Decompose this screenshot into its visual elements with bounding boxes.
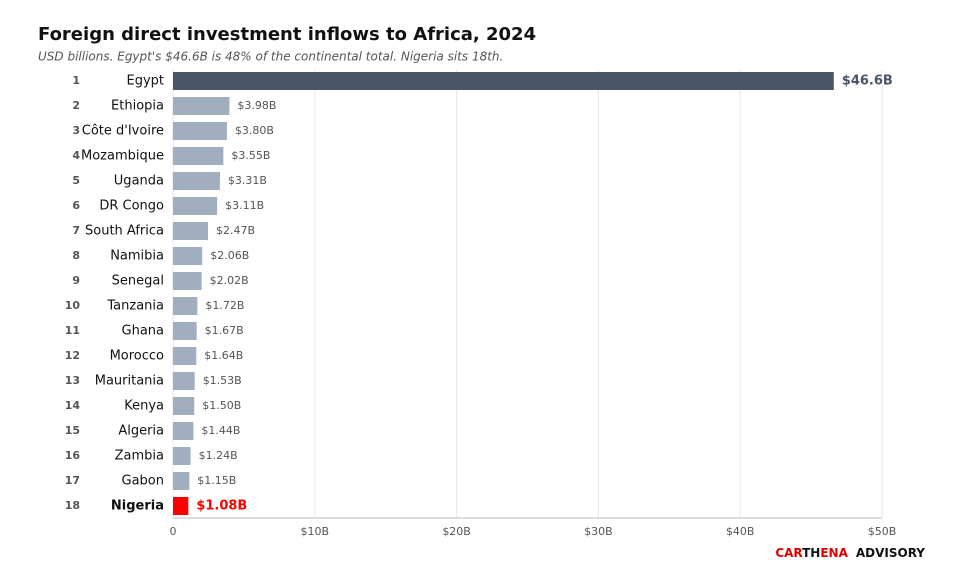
rank-label: 15 (65, 424, 80, 437)
category-label: Zambia (115, 449, 164, 464)
rank-label: 4 (72, 149, 80, 162)
rank-label: 7 (72, 224, 80, 237)
x-tick-label: $30B (584, 525, 613, 538)
chart-title: Foreign direct investment inflows to Afr… (38, 24, 536, 45)
bar (173, 372, 195, 390)
category-label: Algeria (118, 424, 164, 439)
brand-part: ADVISORY (856, 546, 925, 560)
category-label: Egypt (126, 74, 164, 89)
bar (173, 297, 198, 315)
category-label: Senegal (112, 274, 164, 289)
rank-label: 5 (72, 174, 80, 187)
brand-part: CAR (775, 546, 802, 560)
bar (173, 247, 203, 265)
value-label: $1.44B (201, 424, 240, 437)
category-label: Namibia (110, 249, 164, 264)
category-label: Mozambique (81, 149, 164, 164)
category-label: Côte d'Ivoire (82, 124, 164, 139)
brand: CARTHENA ADVISORY (775, 546, 925, 560)
value-label: $2.47B (216, 224, 255, 237)
bar (173, 447, 191, 465)
rank-label: 13 (65, 374, 80, 387)
value-label: $3.80B (235, 124, 274, 137)
value-label: $1.67B (205, 324, 244, 337)
value-label: $1.72B (205, 299, 244, 312)
x-tick-label: $50B (868, 525, 897, 538)
chart-subtitle: USD billions. Egypt's $46.6B is 48% of t… (38, 50, 503, 64)
category-label: Nigeria (111, 499, 164, 514)
category-label: Uganda (114, 174, 164, 189)
category-label: Ethiopia (111, 99, 164, 114)
x-tick-label: $10B (301, 525, 330, 538)
rank-label: 16 (65, 449, 81, 462)
bar (173, 97, 230, 115)
bar (173, 172, 220, 190)
x-tick-label: $20B (442, 525, 471, 538)
x-tick-label: 0 (170, 525, 177, 538)
value-label: $2.02B (210, 274, 249, 287)
value-label: $3.11B (225, 199, 264, 212)
rank-label: 6 (72, 199, 80, 212)
rank-label: 14 (65, 399, 81, 412)
brand-part: ENA (820, 546, 848, 560)
bar (173, 472, 190, 490)
rank-label: 11 (65, 324, 80, 337)
value-label: $1.08B (196, 499, 247, 514)
value-label: $1.24B (199, 449, 238, 462)
bar (173, 122, 227, 140)
bar (173, 322, 197, 340)
bar (173, 272, 202, 290)
category-label: DR Congo (99, 199, 164, 214)
value-label: $1.15B (197, 474, 236, 487)
bar (173, 197, 218, 215)
category-label: Gabon (122, 474, 165, 489)
bar (173, 222, 209, 240)
rank-label: 2 (72, 99, 80, 112)
value-label: $2.06B (210, 249, 249, 262)
rank-label: 17 (65, 474, 80, 487)
rank-label: 12 (65, 349, 80, 362)
x-tick-label: $40B (726, 525, 755, 538)
category-label: South Africa (85, 224, 164, 239)
bar (173, 397, 195, 415)
value-label: $1.53B (203, 374, 242, 387)
bar (173, 347, 197, 365)
value-label: $3.98B (237, 99, 276, 112)
rank-label: 1 (72, 74, 80, 87)
value-label: $3.31B (228, 174, 267, 187)
value-label: $46.6B (842, 74, 893, 89)
category-label: Tanzania (106, 299, 164, 314)
brand-part: TH (802, 546, 820, 560)
category-label: Ghana (122, 324, 165, 339)
category-label: Mauritania (95, 374, 164, 389)
bar (173, 422, 194, 440)
bar (173, 72, 834, 90)
category-label: Kenya (124, 399, 164, 414)
rank-label: 8 (72, 249, 80, 262)
rank-label: 9 (72, 274, 80, 287)
rank-label: 3 (72, 124, 80, 137)
rank-label: 10 (65, 299, 81, 312)
value-label: $3.55B (231, 149, 270, 162)
bar (173, 147, 224, 165)
bar (173, 497, 189, 515)
value-label: $1.50B (202, 399, 241, 412)
category-label: Morocco (110, 349, 164, 364)
value-label: $1.64B (204, 349, 243, 362)
rank-label: 18 (65, 499, 80, 512)
